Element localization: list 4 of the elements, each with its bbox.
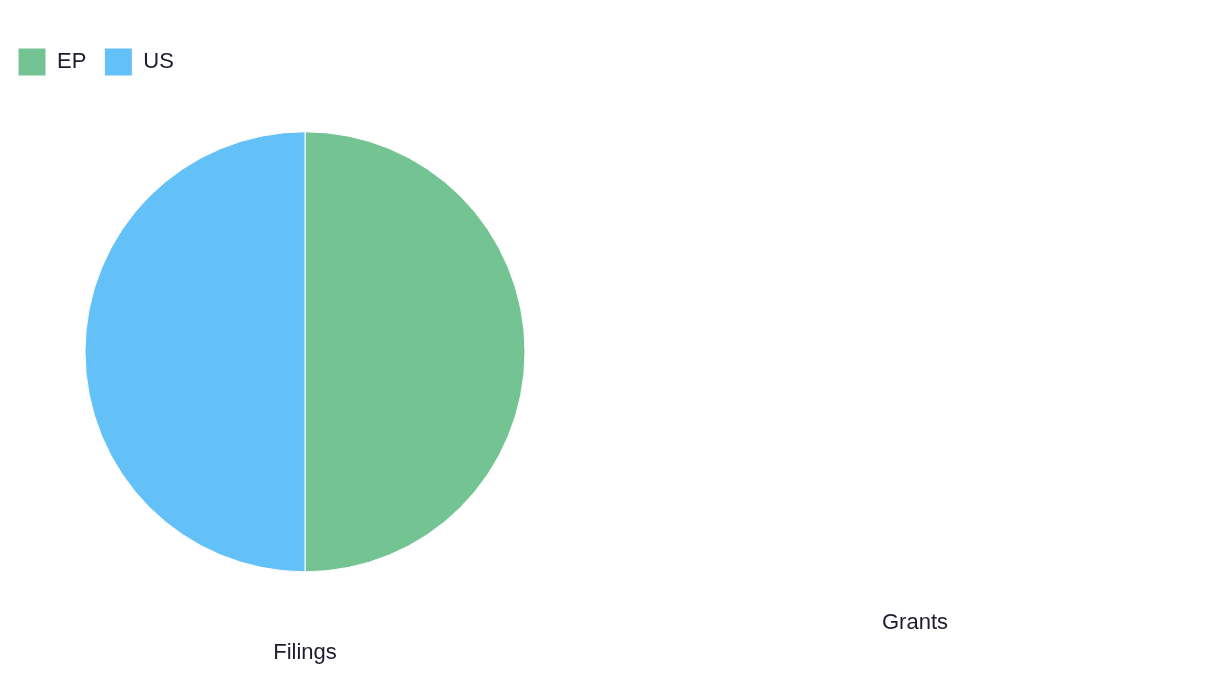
legend-label: EP [57, 48, 87, 74]
text: Grants [881, 608, 949, 634]
legend-label: US [143, 48, 174, 74]
text: Filings [273, 638, 337, 664]
